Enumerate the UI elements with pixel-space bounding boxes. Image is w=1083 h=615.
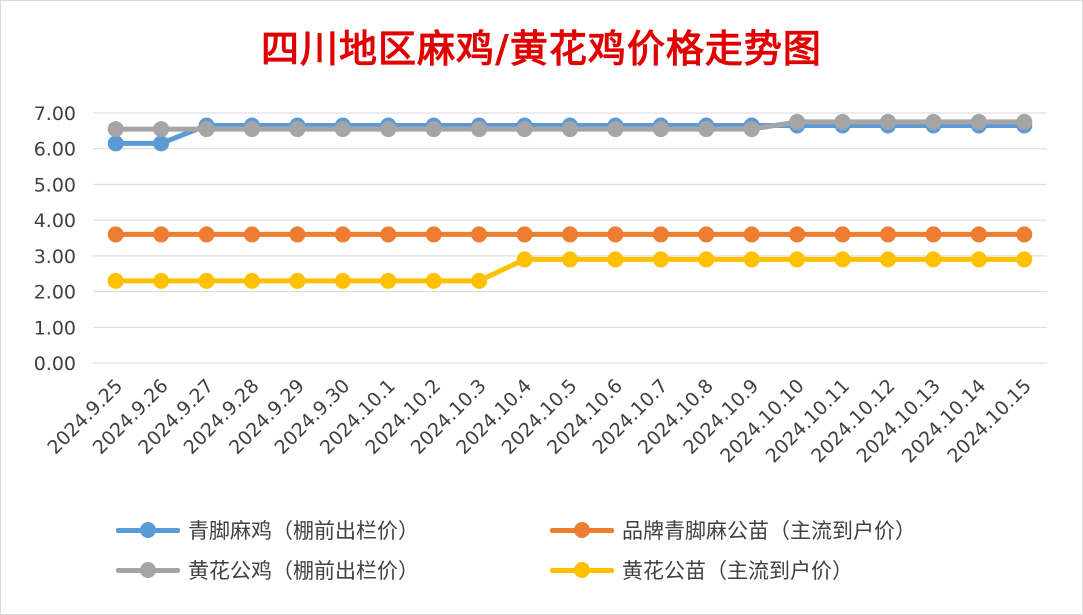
- data-point: [1016, 226, 1033, 243]
- x-axis-ticks: 2024.9.252024.9.262024.9.272024.9.282024…: [43, 375, 1036, 467]
- data-point: [289, 226, 306, 243]
- data-point: [1016, 251, 1033, 268]
- data-point: [698, 121, 715, 138]
- data-point: [834, 251, 851, 268]
- data-point: [925, 226, 942, 243]
- data-point: [880, 113, 896, 130]
- chart-title: 四川地区麻鸡/黄花鸡价格走势图: [261, 26, 822, 71]
- y-tick-label: 3.00: [34, 246, 76, 268]
- data-point: [607, 121, 624, 138]
- data-point: [153, 135, 170, 152]
- data-point: [107, 226, 124, 243]
- data-point: [244, 272, 260, 289]
- data-point: [380, 121, 397, 138]
- legend-item-series-3: 黄花公鸡（棚前出栏价）: [116, 550, 419, 590]
- y-axis-ticks: 0.00 1.00 2.00 3.00 4.00 5.00 6.00 7.00: [34, 103, 76, 375]
- data-point: [153, 226, 170, 243]
- data-point: [925, 251, 942, 268]
- data-point: [471, 272, 488, 289]
- data-point: [244, 121, 260, 138]
- data-point: [652, 226, 669, 243]
- data-point: [289, 272, 306, 289]
- data-point: [789, 113, 806, 130]
- data-point: [198, 226, 215, 243]
- data-point: [516, 121, 533, 138]
- data-point: [334, 226, 351, 243]
- legend-label-series-2: 品牌青脚麻公苗（主流到户价）: [622, 519, 916, 543]
- data-point: [516, 226, 533, 243]
- legend-label-series-3: 黄花公鸡（棚前出栏价）: [188, 559, 419, 583]
- data-point: [698, 251, 715, 268]
- data-point: [198, 121, 215, 138]
- data-point: [652, 121, 669, 138]
- data-point: [607, 226, 624, 243]
- data-point: [107, 135, 124, 152]
- legend-item-series-4: 黄花公苗（主流到户价）: [550, 550, 853, 590]
- data-point: [880, 251, 896, 268]
- data-point: [289, 121, 306, 138]
- legend-swatch-series-4: [550, 558, 614, 582]
- legend-label-series-4: 黄花公苗（主流到户价）: [622, 559, 853, 583]
- data-point: [698, 226, 715, 243]
- data-point: [834, 226, 851, 243]
- data-point: [970, 113, 987, 130]
- data-point: [834, 113, 851, 130]
- legend-swatch-series-1: [116, 518, 180, 542]
- data-point: [380, 226, 397, 243]
- legend-swatch-series-3: [116, 558, 180, 582]
- data-point: [334, 121, 351, 138]
- y-tick-label: 4.00: [34, 210, 76, 232]
- data-point: [244, 226, 260, 243]
- series-4: [107, 251, 1033, 289]
- data-point: [471, 226, 488, 243]
- series-3: [107, 113, 1033, 138]
- data-point: [880, 226, 896, 243]
- legend-item-series-2: 品牌青脚麻公苗（主流到户价）: [550, 510, 916, 550]
- y-tick-label: 7.00: [34, 103, 76, 125]
- data-point: [562, 226, 578, 243]
- data-point: [471, 121, 488, 138]
- data-point: [970, 226, 987, 243]
- data-point: [789, 251, 806, 268]
- series-2: [107, 226, 1033, 243]
- legend-swatch-series-2: [550, 518, 614, 542]
- y-tick-label: 5.00: [34, 174, 76, 196]
- data-point: [153, 121, 170, 138]
- data-point: [1016, 113, 1033, 130]
- data-point: [789, 226, 806, 243]
- data-point: [925, 113, 942, 130]
- data-point: [380, 272, 397, 289]
- y-tick-label: 0.00: [34, 353, 76, 375]
- legend-item-series-1: 青脚麻鸡（棚前出栏价）: [116, 510, 419, 550]
- data-point: [516, 251, 533, 268]
- data-point: [153, 272, 170, 289]
- data-point: [562, 121, 578, 138]
- series-lines: [107, 113, 1033, 289]
- data-point: [425, 226, 442, 243]
- data-point: [562, 251, 578, 268]
- data-point: [743, 226, 760, 243]
- data-point: [743, 121, 760, 138]
- data-point: [425, 272, 442, 289]
- data-point: [198, 272, 215, 289]
- legend-label-series-1: 青脚麻鸡（棚前出栏价）: [188, 519, 419, 543]
- y-tick-label: 1.00: [34, 317, 76, 339]
- data-point: [334, 272, 351, 289]
- data-point: [970, 251, 987, 268]
- data-point: [107, 121, 124, 138]
- data-point: [107, 272, 124, 289]
- data-point: [425, 121, 442, 138]
- y-tick-label: 2.00: [34, 282, 76, 304]
- data-point: [652, 251, 669, 268]
- y-tick-label: 6.00: [34, 139, 76, 161]
- legend: 青脚麻鸡（棚前出栏价） 品牌青脚麻公苗（主流到户价） 黄花公鸡（棚前出栏价） 黄…: [0, 510, 1083, 590]
- data-point: [607, 251, 624, 268]
- data-point: [743, 251, 760, 268]
